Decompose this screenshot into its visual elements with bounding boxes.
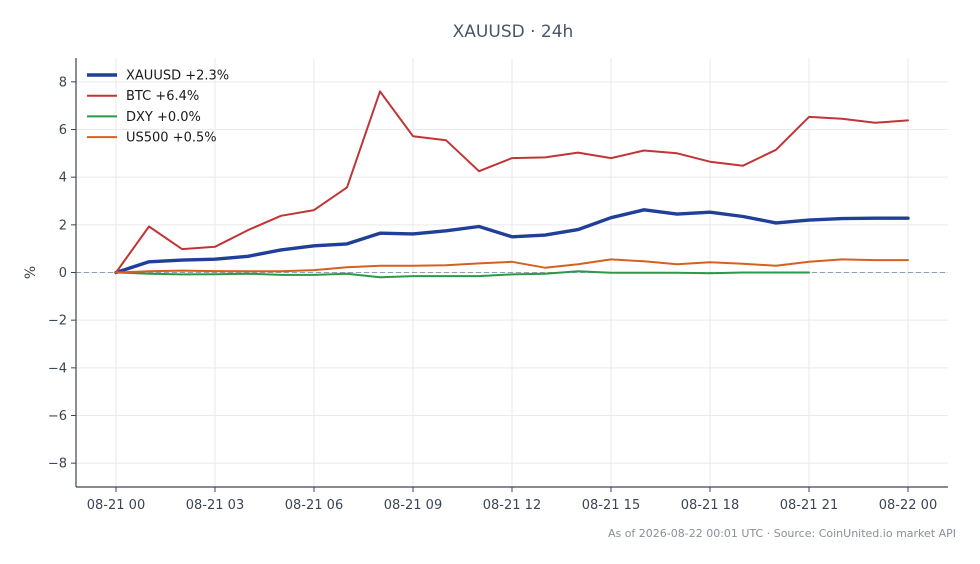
- series-line: [115, 258, 909, 274]
- y-tick-label: 2: [59, 218, 67, 233]
- y-tick-label: 4: [59, 171, 67, 186]
- y-axis-label: %: [23, 266, 39, 279]
- series-line: [115, 270, 810, 279]
- x-tick-label: 08-21 21: [780, 498, 838, 513]
- x-tick-label: 08-21 09: [384, 498, 442, 513]
- chart-title: XAUUSD · 24h: [453, 22, 574, 42]
- y-tick-label: −4: [48, 361, 67, 376]
- x-tick-label: 08-21 06: [285, 498, 343, 513]
- series-line: [115, 90, 909, 274]
- y-tick-label: 0: [59, 266, 67, 281]
- series-line: [114, 208, 910, 275]
- legend-label: XAUUSD +2.3%: [126, 69, 229, 84]
- legend-label: DXY +0.0%: [126, 110, 201, 125]
- series-lines: [114, 90, 910, 279]
- y-tick-label: 6: [59, 123, 67, 138]
- legend-label: BTC +6.4%: [126, 89, 199, 104]
- y-tick-label: −8: [48, 457, 67, 472]
- y-tick-label: −6: [48, 409, 67, 424]
- x-tick-label: 08-22 00: [879, 498, 937, 513]
- tick-labels: 08-21 00 08-21 03 08-21 06 08-21 09 08-21 12…: [48, 75, 937, 513]
- source-footer: As of 2026-08-22 00:01 UTC · Source: Coi…: [608, 527, 956, 540]
- x-tick-label: 08-21 18: [681, 498, 739, 513]
- y-tick-label: 8: [59, 75, 67, 90]
- y-tick-label: −2: [48, 314, 67, 329]
- legend: XAUUSD +2.3% BTC +6.4% DXY +0.0% US500 +0.5…: [87, 69, 229, 146]
- x-tick-label: 08-21 12: [483, 498, 541, 513]
- x-tick-label: 08-21 15: [582, 498, 640, 513]
- x-tick-label: 08-21 03: [186, 498, 244, 513]
- x-tick-label: 08-21 00: [87, 498, 145, 513]
- legend-label: US500 +0.5%: [126, 131, 217, 146]
